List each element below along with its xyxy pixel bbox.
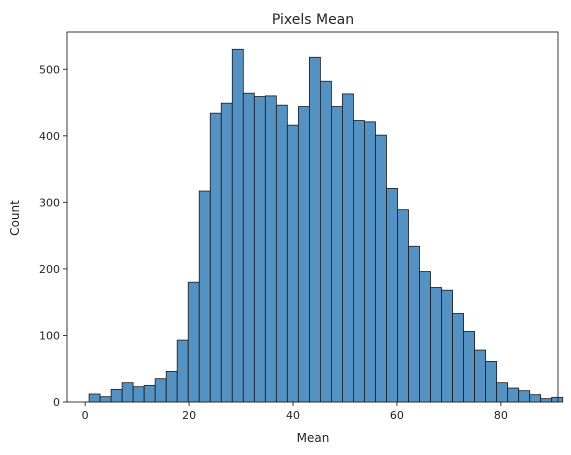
histogram-bar	[518, 390, 531, 403]
histogram-bar	[375, 134, 387, 403]
histogram-bar	[452, 313, 464, 403]
histogram-bar	[253, 96, 266, 403]
histogram-bar	[397, 209, 409, 403]
histogram-bar	[176, 339, 189, 403]
chart-title: Pixels Mean	[272, 12, 354, 28]
histogram-bar	[110, 388, 123, 403]
histogram-bar	[419, 271, 431, 403]
x-tick-label: 60	[390, 409, 404, 422]
histogram-bar	[99, 396, 112, 403]
histogram-bar	[540, 398, 553, 403]
histogram-bar	[430, 287, 442, 403]
x-axis-ticks: 0 20 40 60 80	[82, 402, 508, 422]
y-tick-label: 100	[39, 329, 60, 342]
histogram-bar	[496, 382, 509, 403]
histogram-bar	[463, 331, 476, 403]
histogram-bar	[529, 394, 542, 403]
histogram-bar	[342, 93, 354, 403]
x-tick-label: 80	[494, 409, 508, 422]
histogram-bar	[220, 102, 233, 403]
histogram-bar	[242, 92, 255, 403]
x-tick-label: 20	[182, 409, 196, 422]
histogram-bar	[331, 106, 343, 403]
x-tick-label: 0	[82, 409, 89, 422]
histogram-bar	[88, 393, 101, 403]
histogram-bar	[319, 80, 332, 403]
histogram-bar	[275, 104, 288, 403]
histogram-bar	[286, 124, 299, 403]
histogram-bar	[143, 384, 156, 403]
histogram-bar	[441, 289, 453, 403]
y-tick-label: 500	[39, 63, 60, 76]
histogram-bar	[154, 378, 167, 403]
y-tick-label: 200	[39, 263, 60, 276]
y-axis-label: Count	[8, 200, 22, 236]
x-axis-label: Mean	[297, 431, 330, 445]
y-tick-label: 400	[39, 130, 60, 143]
histogram-bar	[165, 370, 178, 403]
histogram-bar	[297, 106, 310, 403]
histogram-bar	[187, 281, 200, 403]
y-tick-label: 300	[39, 196, 60, 209]
histogram-bar	[474, 349, 487, 403]
x-tick-label: 40	[286, 409, 300, 422]
histogram-bar	[507, 387, 520, 403]
histogram-bar	[364, 121, 376, 403]
y-tick-label: 0	[53, 396, 60, 409]
histogram-bar	[132, 386, 145, 403]
histogram-bar	[485, 361, 498, 403]
histogram-bar	[408, 245, 420, 403]
histogram-bar	[121, 382, 134, 403]
histogram-bar	[386, 187, 398, 403]
y-axis-ticks: 0 100 200 300 400 500	[39, 63, 67, 409]
histogram-bar	[551, 396, 564, 403]
histogram-bar	[353, 120, 365, 403]
histogram-bar	[231, 48, 244, 403]
histogram-bar	[264, 95, 277, 403]
histogram-bar	[198, 190, 211, 403]
histogram-bar	[308, 56, 321, 403]
plot-area-frame	[66, 31, 559, 403]
histogram-bar	[209, 112, 222, 403]
